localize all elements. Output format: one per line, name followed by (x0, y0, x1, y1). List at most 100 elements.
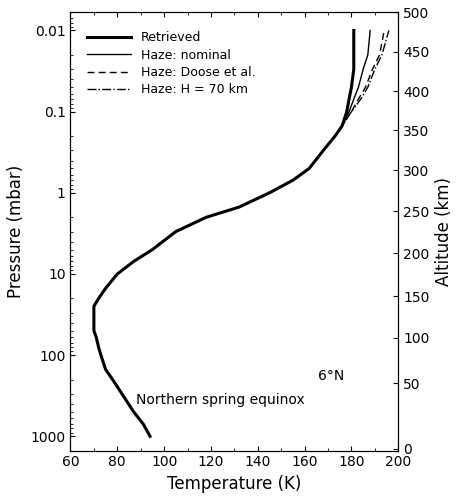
Haze: Doose et al.: (87, 500): Doose et al.: (87, 500) (131, 409, 136, 415)
Retrieved (98, 352, 103, 358)
Haze: H = 70 km: (73, 100): H = 70 km: (73, 100) (98, 352, 103, 358)
Haze: nominal: (87, 500): nominal: (87, 500) (131, 409, 136, 415)
Retrieved (331, 133, 337, 139)
Retrieved (103, 366, 108, 372)
Haze: H = 70 km: (180, 0.1): H = 70 km: (180, 0.1) (348, 108, 353, 114)
Haze: H = 70 km: (70, 25): H = 70 km: (70, 25) (91, 304, 96, 310)
Haze: H = 70 km: (72, 80): H = 70 km: (72, 80) (95, 344, 101, 350)
Haze: Doose et al.: (70, 25): Doose et al.: (70, 25) (91, 304, 96, 310)
Retrieved (266, 190, 272, 196)
Haze: nominal: (70, 50): nominal: (70, 50) (91, 328, 96, 334)
Haze: H = 70 km: (187, 0.05): H = 70 km: (187, 0.05) (364, 84, 370, 90)
Retrieved (114, 271, 120, 277)
Haze: Doose et al.: (183, 0.07): Doose et al.: (183, 0.07) (355, 96, 360, 102)
X-axis label: Temperature (K): Temperature (K) (167, 475, 301, 493)
Retrieved (343, 108, 349, 114)
Retrieved (350, 28, 356, 34)
Haze: nominal: (73, 100): nominal: (73, 100) (98, 352, 103, 358)
Haze: Doose et al.: (80, 10): Doose et al.: (80, 10) (114, 271, 120, 277)
Retrieved (93, 334, 99, 340)
Haze: Doose et al.: (105, 3): Doose et al.: (105, 3) (173, 228, 178, 234)
Haze: Doose et al.: (176, 0.15): Doose et al.: (176, 0.15) (339, 123, 344, 129)
Retrieved (320, 148, 325, 154)
Haze: Doose et al.: (173, 0.2): Doose et al.: (173, 0.2) (331, 133, 337, 139)
Haze: nominal: (91, 700): nominal: (91, 700) (140, 421, 146, 427)
Haze: H = 70 km: (173, 0.2): H = 70 km: (173, 0.2) (331, 133, 337, 139)
Haze: H = 70 km: (82, 300): H = 70 km: (82, 300) (119, 391, 124, 397)
Haze: nominal: (168, 0.3): nominal: (168, 0.3) (320, 148, 325, 154)
Retrieved (203, 214, 208, 220)
Haze: H = 70 km: (72, 20): H = 70 km: (72, 20) (95, 296, 101, 302)
Haze: nominal: (75, 15): nominal: (75, 15) (103, 286, 108, 292)
Haze: Doose et al.: (72, 20): Doose et al.: (72, 20) (95, 296, 101, 302)
Haze: Doose et al.: (82, 300): Doose et al.: (82, 300) (119, 391, 124, 397)
Haze: H = 70 km: (184, 0.07): H = 70 km: (184, 0.07) (357, 96, 363, 102)
Retrieved (91, 320, 96, 326)
Line: Retrieved: Retrieved (94, 30, 353, 436)
Text: 6°N: 6°N (318, 368, 344, 382)
Haze: Doose et al.: (70, 30): Doose et al.: (70, 30) (91, 310, 96, 316)
Haze: Doose et al.: (71, 60): Doose et al.: (71, 60) (93, 334, 99, 340)
Haze: nominal: (82, 300): nominal: (82, 300) (119, 391, 124, 397)
Legend: Retrieved, Haze: nominal, Haze: Doose et al., Haze: H = 70 km: Retrieved, Haze: nominal, Haze: Doose et… (83, 28, 258, 100)
Haze: H = 70 km: (75, 15): H = 70 km: (75, 15) (103, 286, 108, 292)
Haze: Doose et al.: (75, 15): Doose et al.: (75, 15) (103, 286, 108, 292)
Haze: H = 70 km: (91, 700): H = 70 km: (91, 700) (140, 421, 146, 427)
Haze: H = 70 km: (80, 10): H = 70 km: (80, 10) (114, 271, 120, 277)
Haze: H = 70 km: (193, 0.02): H = 70 km: (193, 0.02) (378, 52, 384, 58)
Haze: H = 70 km: (168, 0.3): H = 70 km: (168, 0.3) (320, 148, 325, 154)
Retrieved (110, 376, 115, 382)
Haze: H = 70 km: (132, 1.5): H = 70 km: (132, 1.5) (236, 204, 241, 210)
Haze: H = 70 km: (190, 0.03): H = 70 km: (190, 0.03) (371, 66, 377, 72)
Haze: nominal: (187, 0.02): nominal: (187, 0.02) (364, 52, 370, 58)
Haze: Doose et al.: (70, 40): Doose et al.: (70, 40) (91, 320, 96, 326)
Haze: H = 70 km: (118, 2): H = 70 km: (118, 2) (203, 214, 208, 220)
Haze: nominal: (183, 0.05): nominal: (183, 0.05) (355, 84, 360, 90)
Retrieved (119, 391, 124, 397)
Haze: Doose et al.: (145, 1): Doose et al.: (145, 1) (266, 190, 272, 196)
Haze: H = 70 km: (94, 1e+03): H = 70 km: (94, 1e+03) (147, 434, 152, 440)
Retrieved (173, 228, 178, 234)
Haze: nominal: (75, 150): nominal: (75, 150) (103, 366, 108, 372)
Haze: Doose et al.: (73, 100): Doose et al.: (73, 100) (98, 352, 103, 358)
Haze: Doose et al.: (132, 1.5): Doose et al.: (132, 1.5) (236, 204, 241, 210)
Retrieved (348, 84, 353, 90)
Haze: Doose et al.: (75, 150): Doose et al.: (75, 150) (103, 366, 108, 372)
Haze: Doose et al.: (78, 200): Doose et al.: (78, 200) (110, 376, 115, 382)
Haze: H = 70 km: (70, 30): H = 70 km: (70, 30) (91, 310, 96, 316)
Haze: nominal: (87, 7): nominal: (87, 7) (131, 258, 136, 264)
Haze: Doose et al.: (189, 0.03): Doose et al.: (189, 0.03) (369, 66, 375, 72)
Haze: H = 70 km: (196, 0.01): H = 70 km: (196, 0.01) (385, 28, 391, 34)
Retrieved (149, 246, 155, 252)
Haze: Doose et al.: (87, 7): Doose et al.: (87, 7) (131, 258, 136, 264)
Haze: nominal: (70, 25): nominal: (70, 25) (91, 304, 96, 310)
Haze: nominal: (118, 2): nominal: (118, 2) (203, 214, 208, 220)
Haze: Doose et al.: (192, 0.02): Doose et al.: (192, 0.02) (376, 52, 381, 58)
Haze: H = 70 km: (87, 7): H = 70 km: (87, 7) (131, 258, 136, 264)
Haze: Doose et al.: (95, 5): Doose et al.: (95, 5) (149, 246, 155, 252)
Haze: Doose et al.: (91, 700): Doose et al.: (91, 700) (140, 421, 146, 427)
Retrieved (306, 166, 311, 172)
Haze: nominal: (181, 0.07): nominal: (181, 0.07) (350, 96, 356, 102)
Haze: H = 70 km: (75, 150): H = 70 km: (75, 150) (103, 366, 108, 372)
Retrieved (131, 409, 136, 415)
Haze: Doose et al.: (70, 50): Doose et al.: (70, 50) (91, 328, 96, 334)
Retrieved (140, 421, 146, 427)
Haze: H = 70 km: (70, 50): H = 70 km: (70, 50) (91, 328, 96, 334)
Retrieved (91, 328, 96, 334)
Y-axis label: Pressure (mbar): Pressure (mbar) (7, 165, 25, 298)
Retrieved (131, 258, 136, 264)
Retrieved (95, 344, 101, 350)
Haze: nominal: (173, 0.2): nominal: (173, 0.2) (331, 133, 337, 139)
Haze: H = 70 km: (155, 0.7): H = 70 km: (155, 0.7) (290, 177, 295, 183)
Haze: H = 70 km: (78, 200): H = 70 km: (78, 200) (110, 376, 115, 382)
Haze: H = 70 km: (95, 5): H = 70 km: (95, 5) (149, 246, 155, 252)
Retrieved (346, 96, 351, 102)
Haze: Doose et al.: (186, 0.05): Doose et al.: (186, 0.05) (362, 84, 368, 90)
Haze: nominal: (188, 0.01): nominal: (188, 0.01) (367, 28, 372, 34)
Haze: Doose et al.: (118, 2): Doose et al.: (118, 2) (203, 214, 208, 220)
Haze: H = 70 km: (145, 1): H = 70 km: (145, 1) (266, 190, 272, 196)
Haze: nominal: (185, 0.03): nominal: (185, 0.03) (359, 66, 365, 72)
Haze: H = 70 km: (105, 3): H = 70 km: (105, 3) (173, 228, 178, 234)
Retrieved (91, 304, 96, 310)
